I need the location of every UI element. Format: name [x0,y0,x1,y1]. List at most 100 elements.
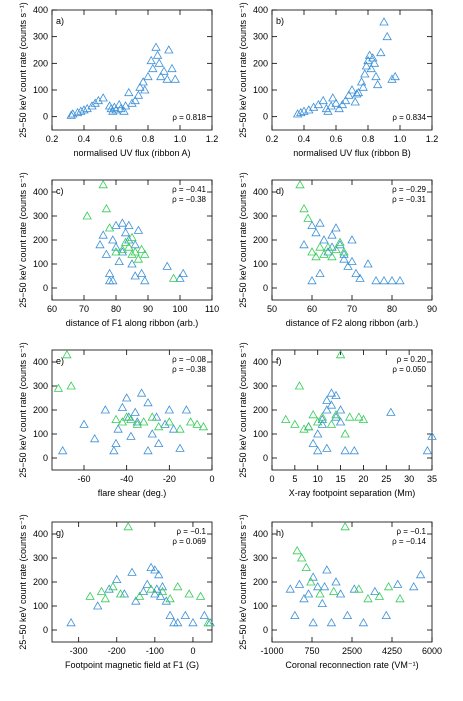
data-point [76,106,86,115]
data-point [93,601,103,610]
data-point [152,50,163,59]
x-tick-label: 4250 [382,646,402,656]
data-point [108,106,118,115]
data-point [335,239,345,249]
data-point [181,405,192,414]
x-tick-label: 100 [172,304,187,314]
y-tick-label: 300 [253,32,268,42]
y-tick-label: 100 [33,85,48,95]
data-point [303,589,314,598]
data-point [311,251,321,261]
y-tick-label: 100 [33,601,48,611]
data-point [337,99,348,109]
x-axis-title: normalised UV flux (ribbon A) [73,148,190,158]
y-axis-title: 25−50 keV count rate (counts s⁻¹) [18,2,28,138]
data-point [415,569,426,579]
data-point [151,412,162,421]
data-point [351,268,361,278]
data-point [130,95,140,105]
x-tick-label: 0.6 [330,134,343,144]
x-tick-label: -20 [163,474,176,484]
x-tick-label: 60 [47,304,57,314]
data-point [422,445,433,455]
data-point [317,419,327,428]
data-point [101,203,112,213]
data-point [354,412,364,421]
data-point [89,433,100,443]
data-point [134,591,145,600]
data-point [299,239,309,249]
data-point [308,572,318,581]
x-tick-label: 750 [304,646,319,656]
data-point [173,581,183,591]
data-point [175,443,185,452]
y-tick-label: 0 [43,283,48,293]
y-axis-title: 25−50 keV count rate (counts s⁻¹) [238,342,248,478]
rho-annotation: ρ = −0.31 [392,195,426,204]
data-point [117,402,128,412]
data-point [72,107,83,117]
data-point [318,95,328,105]
data-point [168,424,179,433]
data-point [165,610,175,619]
y-tick-label: 400 [253,5,268,15]
data-point [120,101,131,110]
data-point [93,95,104,105]
rho-annotation: ρ = −0.08 [172,355,206,364]
data-point [322,443,332,452]
data-point [317,414,327,424]
y-tick-label: 400 [33,357,48,367]
data-point [111,414,121,424]
data-point [147,429,157,438]
data-point [160,419,170,428]
data-point [154,58,164,67]
data-point [383,581,394,591]
data-point [138,77,148,86]
data-point [304,105,314,114]
x-tick-label: 5 [292,474,297,484]
data-point [315,242,325,251]
data-point [146,584,156,593]
x-tick-label: 2500 [342,646,362,656]
y-tick-label: 300 [253,553,268,563]
data-point [295,179,305,189]
data-point [374,591,385,600]
data-point [79,419,89,428]
data-point [427,431,437,440]
data-point [87,101,97,110]
panel-label: e) [56,356,64,366]
data-point [393,579,403,588]
y-tick-label: 400 [253,357,268,367]
data-point [360,69,370,78]
x-tick-label: 70 [79,304,89,314]
x-tick-label: 50 [267,304,277,314]
data-point [350,97,360,106]
data-point [363,259,373,268]
data-point [156,71,166,81]
data-point [159,66,169,75]
data-point [188,617,198,627]
data-point [146,55,156,65]
data-point [335,589,346,598]
data-point [139,417,149,426]
data-point [96,586,107,595]
y-tick-label: 0 [43,625,48,635]
data-point [339,249,349,258]
data-point [198,421,209,431]
x-tick-label: -1000 [260,646,283,656]
data-point [390,71,400,81]
data-point [113,424,123,433]
data-point [117,218,128,227]
y-tick-label: 0 [263,112,268,122]
data-point [104,223,115,232]
data-point [153,569,164,579]
data-point [366,63,376,73]
data-point [100,405,111,414]
data-point [395,593,405,603]
data-point [143,397,153,407]
x-axis-title: flare shear (deg.) [98,488,167,498]
data-point [150,589,160,598]
data-point [311,227,321,237]
data-point [178,268,188,278]
y-tick-label: 300 [33,381,48,391]
